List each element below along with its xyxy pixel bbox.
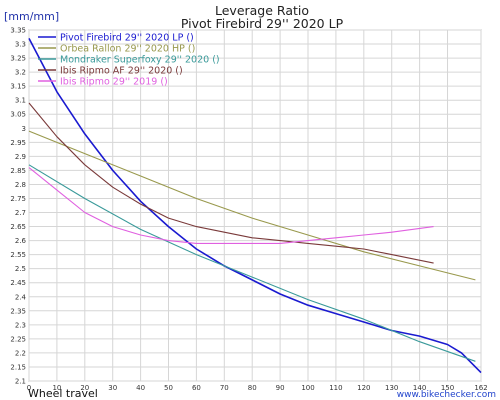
y-tick-label: 2.75 [10,195,26,203]
y-tick-label: 2.45 [10,279,26,287]
y-tick-label: 3.3 [15,41,26,49]
x-tick-label: 120 [357,384,370,392]
x-tick-label: 90 [276,384,285,392]
y-tick-label: 2.6 [15,237,27,245]
x-tick-label: 60 [192,384,201,392]
y-tick-label: 2.7 [15,209,26,217]
y-tick-label: 2.4 [15,293,27,301]
y-tick-label: 2.95 [10,139,26,147]
y-tick-label: 3.2 [15,69,26,77]
x-tick-label: 70 [220,384,229,392]
x-tick-label: 150 [441,384,454,392]
legend-label-4: Ibis Ripmo 29'' 2019 () [60,77,168,88]
x-tick-label: 30 [108,384,117,392]
legend-label-3: Ibis Ripmo AF 29'' 2020 () [60,66,183,77]
y-tick-label: 2.35 [10,307,26,315]
legend-label-2: Mondraker Superfoxy 29'' 2020 () [60,55,220,66]
y-tick-label: 2.9 [15,153,26,161]
y-tick-label: 3.15 [10,83,26,91]
y-tick-label: 2.3 [15,321,26,329]
y-axis-unit-label: [mm/mm] [4,10,59,23]
x-tick-label: 162 [474,384,487,392]
y-tick-label: 2.65 [10,223,26,231]
x-tick-label: 10 [52,384,61,392]
x-tick-label: 0 [27,384,31,392]
x-tick-label: 40 [136,384,145,392]
x-tick-label: 110 [329,384,342,392]
series-line-4 [28,167,434,244]
series-line-1 [28,130,476,281]
y-tick-label: 3.05 [10,111,26,119]
x-tick-label: 80 [248,384,257,392]
y-tick-label: 2.85 [10,167,26,175]
x-tick-label: 100 [301,384,314,392]
chart-title-line1: Leverage Ratio [215,3,309,18]
x-tick-label: 50 [164,384,173,392]
x-axis-label: Wheel travel [28,387,98,400]
y-tick-label: 2.25 [10,335,26,343]
series-lines [28,38,482,374]
y-tick-label: 3.35 [10,27,26,35]
legend-label-0: Pivot Firebird 29'' 2020 LP () [60,33,194,44]
legend-label-1: Orbea Rallon 29'' 2020 HP () [60,44,195,55]
x-tick-label: 130 [385,384,398,392]
series-line-3 [28,102,434,264]
y-tick-label: 3 [22,125,26,133]
series-line-2 [28,164,476,362]
legend: Pivot Firebird 29'' 2020 LP ()Orbea Rall… [38,33,220,88]
y-tick-label: 2.2 [15,349,26,357]
y-tick-label: 2.5 [15,265,26,273]
y-tick-label: 2.55 [10,251,26,259]
y-tick-label: 3.25 [10,55,26,63]
y-tick-label: 2.1 [15,378,26,386]
grid-lines [28,29,482,382]
series-line-0 [28,38,482,374]
y-tick-label: 3.1 [15,97,26,105]
y-tick-label: 2.15 [10,363,26,371]
axis-ticks: 2.1 2.15 2.2 2.25 2.3 2.35 2.4 2.45 2.5 2.55 2.6 2.… [10,27,487,393]
x-tick-label: 20 [80,384,89,392]
x-tick-label: 140 [413,384,426,392]
watermark: www.bikechecker.com [397,390,496,400]
chart-title-line2: Pivot Firebird 29'' 2020 LP [181,16,344,31]
y-tick-label: 2.8 [15,181,26,189]
